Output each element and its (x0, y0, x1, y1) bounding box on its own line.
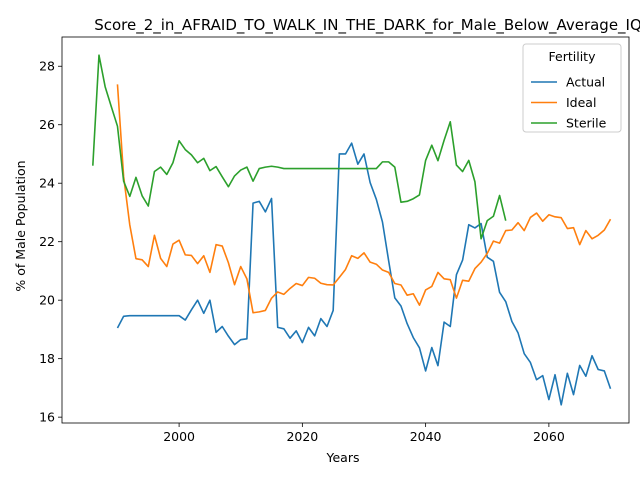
legend-label-sterile: Sterile (566, 116, 607, 131)
x-tick-label: 2060 (533, 429, 565, 444)
series-line-ideal (116, 84, 612, 314)
y-tick-label: 16 (39, 410, 55, 425)
series-layer (92, 54, 612, 406)
y-tick-label: 26 (39, 117, 55, 132)
legend-label-actual: Actual (566, 75, 605, 90)
x-tick-label: 2000 (163, 429, 195, 444)
chart-title: Score_2_in_AFRAID_TO_WALK_IN_THE_DARK_fo… (94, 16, 640, 35)
series-line-sterile (92, 54, 507, 240)
x-axis-label: Years (326, 450, 360, 465)
y-axis-label: % of Male Population (13, 160, 28, 291)
y-tick-label: 24 (39, 176, 55, 191)
y-tick-label: 22 (39, 234, 55, 249)
legend: Fertility Actual Ideal Sterile (522, 43, 622, 133)
x-tick-label: 2040 (410, 429, 442, 444)
legend-box (522, 43, 622, 133)
y-tick-label: 20 (39, 293, 55, 308)
y-tick-label: 28 (39, 59, 55, 74)
legend-label-ideal: Ideal (566, 95, 596, 110)
series-line-actual (116, 142, 612, 406)
axes-frame (61, 36, 630, 424)
x-tick-label: 2020 (286, 429, 318, 444)
legend-title: Fertility (549, 49, 597, 64)
y-tick-label: 18 (39, 351, 55, 366)
axes-layer: 2000 2020 2040 2060 16 18 20 22 24 26 28 (39, 36, 630, 444)
